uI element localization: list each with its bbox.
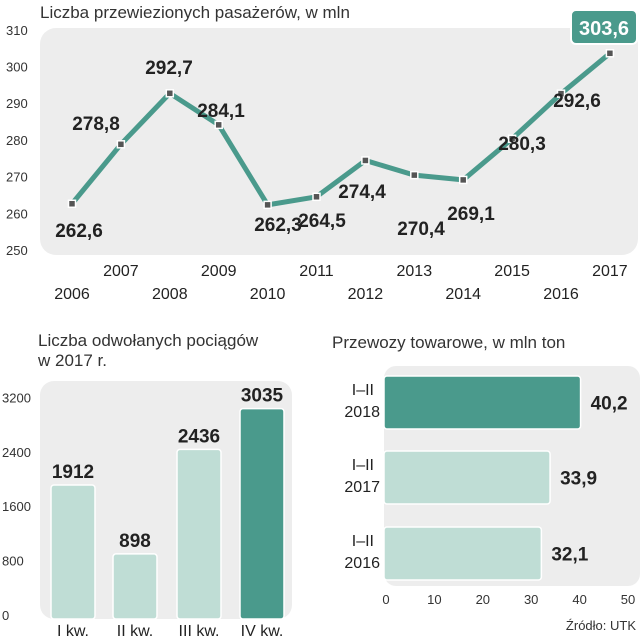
bar-y-tick: 2400	[2, 445, 31, 460]
bar	[50, 484, 96, 620]
line-point	[312, 192, 321, 202]
line-x-tick: 2017	[592, 263, 628, 280]
hbar-category-line-2: 2017	[344, 479, 380, 496]
bar-chart-title-line-2: w 2017 r.	[38, 351, 107, 370]
bar-y-tick: 800	[2, 554, 24, 569]
bar-x-tick: I kw.	[57, 623, 89, 640]
hbar-x-tick: 0	[382, 592, 389, 607]
line-x-tick: 2013	[397, 263, 433, 280]
line-point	[263, 200, 272, 210]
hbar-category-line-1: I–II	[352, 457, 374, 474]
bar-x-tick: II kw.	[117, 623, 153, 640]
hbar-category-line-1: I–II	[352, 382, 374, 399]
line-data-label: 264,5	[298, 211, 346, 232]
hbar	[383, 450, 551, 505]
line-point	[507, 134, 517, 144]
line-chart-panel	[40, 28, 638, 255]
line-data-label: 269,1	[447, 204, 495, 225]
line-point	[458, 175, 468, 185]
hbar-category-line-2: 2016	[344, 555, 380, 572]
bar-chart-title-line-1: Liczba odwołanych pociągów	[38, 331, 259, 350]
hbar-x-tick: 30	[524, 592, 538, 607]
line-point	[361, 156, 370, 165]
line-data-label: 274,4	[338, 182, 386, 203]
hbar-category-line-2: 2018	[344, 404, 380, 421]
line-point	[214, 120, 223, 130]
bar-chart-panel	[40, 381, 292, 619]
line-series	[69, 50, 613, 208]
line-point	[116, 140, 126, 149]
line-y-tick: 250	[6, 243, 28, 258]
line-data-label: 262,6	[55, 221, 103, 242]
line-data-label: 280,3	[498, 134, 546, 155]
line-y-tick: 260	[6, 206, 28, 221]
bar	[239, 407, 285, 620]
hbar-x-tick: 40	[572, 592, 586, 607]
hbar-chart-title: Przewozy towarowe, w mln ton	[332, 333, 566, 352]
line-point	[556, 89, 566, 98]
line-data-label: 284,1	[197, 101, 245, 122]
line-point	[67, 199, 77, 209]
line-x-tick: 2014	[445, 286, 481, 303]
line-x-tick: 2016	[543, 286, 579, 303]
line-x-tick: 2009	[201, 263, 237, 280]
line-y-tick: 310	[6, 23, 28, 38]
line-point	[165, 89, 175, 98]
hbar-x-tick: 10	[427, 592, 441, 607]
bar-data-label: 1912	[52, 462, 94, 483]
hbar	[383, 375, 582, 430]
line-highlight-label: 303,6	[579, 18, 629, 40]
hbar-data-label: 40,2	[591, 394, 628, 415]
line-y-tick: 300	[6, 60, 28, 75]
bar	[112, 553, 158, 620]
line-x-tick: 2015	[494, 263, 530, 280]
line-data-label: 270,4	[397, 219, 445, 240]
line-chart-title: Liczba przewiezionych pasażerów, w mln	[40, 3, 350, 22]
hbar-data-label: 32,1	[551, 545, 588, 566]
line-point	[605, 49, 615, 58]
hbar-x-tick: 20	[476, 592, 490, 607]
line-highlight-badge	[570, 9, 638, 45]
bar-data-label: 898	[119, 531, 151, 552]
bar-y-tick: 0	[2, 608, 9, 623]
line-x-tick: 2007	[103, 263, 139, 280]
bar	[176, 448, 222, 620]
source-note: Źródło: UTK	[565, 618, 636, 633]
bar-x-tick: III kw.	[179, 623, 220, 640]
line-point	[410, 170, 419, 180]
line-data-label: 262,3	[254, 215, 302, 236]
line-x-tick: 2012	[348, 286, 384, 303]
hbar-data-label: 33,9	[560, 469, 597, 490]
hbar-x-tick: 50	[621, 592, 635, 607]
hbar	[383, 526, 543, 581]
line-y-tick: 270	[6, 170, 28, 185]
line-x-tick: 2006	[54, 286, 90, 303]
line-y-tick: 290	[6, 96, 28, 111]
line-x-tick: 2010	[250, 286, 286, 303]
hbar-category-line-1: I–II	[352, 533, 374, 550]
line-data-label: 278,8	[72, 114, 120, 135]
bar-data-label: 3035	[241, 386, 284, 407]
line-y-tick: 280	[6, 133, 28, 148]
line-data-label: 292,7	[145, 58, 193, 79]
bar-x-tick: IV kw.	[241, 623, 284, 640]
bar-y-tick: 3200	[2, 390, 31, 405]
bar-data-label: 2436	[178, 426, 220, 447]
line-x-tick: 2011	[299, 263, 334, 280]
bar-y-tick: 1600	[2, 499, 31, 514]
line-x-tick: 2008	[152, 286, 188, 303]
line-data-label: 292,6	[553, 91, 601, 112]
